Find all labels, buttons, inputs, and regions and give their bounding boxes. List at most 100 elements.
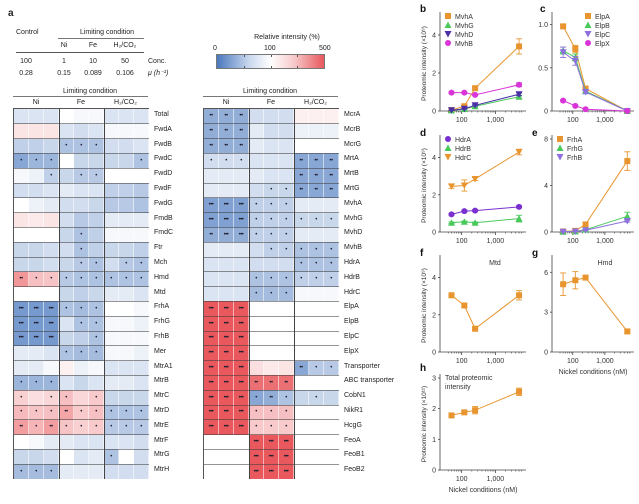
heatmap-cell [219, 434, 234, 450]
heatmap-cell: • [264, 212, 279, 228]
heatmap-cell [119, 123, 134, 139]
heatmap-cell [104, 464, 119, 479]
heatmap-cell [29, 390, 44, 405]
heatmap-cell [89, 183, 104, 198]
heatmap-cell [234, 271, 249, 287]
heatmap-cell [59, 375, 74, 391]
heatmap-cell: ••• [249, 449, 264, 465]
heatmap-cell [104, 123, 119, 139]
data-point [516, 292, 523, 299]
colorbar-tick-100: 100 [264, 45, 276, 52]
heatmap-cell: • [44, 390, 59, 405]
data-point [515, 149, 523, 156]
heatmap-cell [104, 360, 119, 376]
heatmap-cell [249, 109, 264, 124]
heatmap-cell [234, 183, 249, 198]
heatmap-cell: • [29, 419, 44, 435]
chart-title: intensity [445, 384, 471, 391]
heatmap-cell [324, 197, 339, 213]
heatmap-row-divider [204, 167, 339, 169]
heatmap-cell [74, 375, 89, 391]
heatmap-cell: • [264, 419, 279, 435]
heatmap-cell [29, 138, 44, 154]
mu-fe: 0.089 [84, 70, 102, 77]
heatmap-cell [204, 168, 219, 183]
heatmap-cell [44, 183, 59, 198]
heatmap-cell [14, 449, 29, 465]
heatmap-cell [74, 197, 89, 213]
heatmap-cell: ••• [29, 331, 44, 346]
heatmap-cell [104, 168, 119, 183]
chart-panel-d: d 0 2 4 100 1,000 Proteomic intensity (×10⁹) Hd… [420, 128, 526, 245]
heatmap-row-divider [204, 212, 339, 214]
heatmap-cell: • [249, 197, 264, 213]
heatmap-cell: • [89, 345, 104, 361]
heatmap-cell [44, 242, 59, 257]
y-tick-label: 2 [432, 312, 436, 319]
heatmap-cell [264, 123, 279, 139]
heatmap-cell [324, 286, 339, 302]
heatmap-row-label: MtrH [154, 466, 170, 474]
heatmap-cell [204, 434, 219, 450]
heatmap-cell: •• [204, 227, 219, 243]
heatmap-cell [29, 286, 44, 302]
heatmap-cell [324, 345, 339, 361]
y-axis-label: Proteomic intensity (×10¹¹) [421, 386, 428, 462]
heatmap-row-label: FwdA [154, 125, 172, 133]
heatmap-cell: ••• [234, 345, 249, 361]
data-point [461, 208, 468, 215]
x-tick-label: 100 [456, 476, 468, 483]
heatmap-cell [204, 449, 219, 465]
data-point [448, 211, 455, 218]
series-line-mtd [451, 294, 520, 330]
heatmap-cell [309, 138, 324, 154]
heatmap-cell [324, 375, 339, 391]
conc-fe: 10 [89, 58, 97, 65]
heatmap-cell [264, 316, 279, 331]
heatmap-cell [59, 197, 74, 213]
heatmap-left-group-ni: Ni [32, 99, 40, 106]
heatmap-cell [324, 301, 339, 317]
heatmap-cell [14, 138, 29, 154]
heatmap-cell [264, 345, 279, 361]
conc-control: 100 [20, 58, 32, 65]
heatmap-row-label: HdrB [344, 273, 360, 281]
data-point [624, 108, 631, 114]
heatmap-cell: • [279, 286, 294, 302]
data-point [471, 102, 479, 109]
heatmap-cell [44, 212, 59, 228]
heatmap-cell: • [279, 242, 294, 257]
heatmap-left-limiting-header: Limiting condition [62, 88, 118, 95]
x-tick-label: 1,000 [596, 358, 614, 365]
heatmap-cell [309, 301, 324, 317]
data-point [447, 219, 455, 226]
control-label: Control [16, 29, 39, 36]
legend-label: ElpC [595, 32, 610, 39]
heatmap-row-label: MtrC [154, 392, 170, 400]
heatmap-row-label: FmdC [154, 229, 174, 237]
data-point [623, 217, 631, 225]
heatmap-cell: • [324, 271, 339, 287]
heatmap-cell [89, 123, 104, 139]
x-tick-label: 100 [456, 117, 468, 124]
heatmap-cell: • [279, 227, 294, 243]
heatmap-cell [59, 123, 74, 139]
heatmap-cell: • [44, 271, 59, 287]
heatmap-cell [294, 109, 309, 124]
heatmap-cell [219, 257, 234, 272]
heatmap-cell: • [14, 153, 29, 169]
heatmap-row-divider [204, 345, 339, 347]
heatmap-cell: • [59, 138, 74, 154]
heatmap-cell: • [89, 138, 104, 154]
heatmap-cell: •• [309, 183, 324, 198]
chart-panel-b: b 0 2 4 100 1,000 Proteomic intensity (×10⁹) Mv… [420, 4, 526, 124]
heatmap-cell: • [324, 212, 339, 228]
heatmap-cell: • [74, 345, 89, 361]
heatmap-cell [74, 360, 89, 376]
heatmap-cell [29, 168, 44, 183]
heatmap-cell [59, 464, 74, 479]
heatmap-row-label: FwdD [154, 170, 173, 178]
heatmap-row-divider [204, 152, 339, 154]
heatmap-row-divider [14, 123, 149, 125]
heatmap-cell [119, 138, 134, 154]
